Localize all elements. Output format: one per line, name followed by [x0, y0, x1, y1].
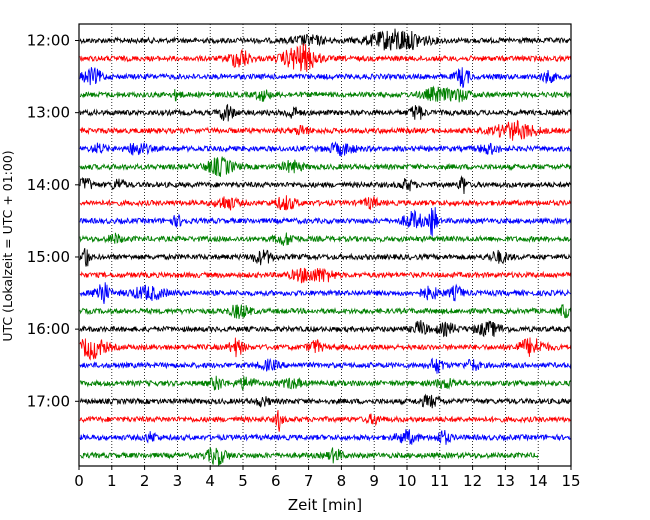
x-tick-label: 2: [140, 472, 150, 490]
trace-1500: [79, 247, 572, 267]
y-tick-label: 17:00: [27, 392, 70, 410]
trace-1700: [79, 393, 572, 409]
trace-1300: [79, 103, 572, 122]
x-tick-label: 12: [463, 472, 482, 490]
trace-1745: [79, 447, 539, 466]
x-tick-label: 15: [561, 472, 580, 490]
x-tick-label: 14: [529, 472, 548, 490]
plot-frame: [78, 23, 572, 467]
trace-1615: [79, 337, 572, 361]
x-tick-label: 1: [107, 472, 117, 490]
x-tick-label: 8: [337, 472, 347, 490]
trace-1730: [79, 428, 572, 445]
x-tick-label: 3: [173, 472, 183, 490]
x-tick-label: 0: [74, 472, 84, 490]
trace-1330: [79, 141, 571, 157]
y-tick-label: 14:00: [27, 176, 70, 194]
x-tick-label: 5: [238, 472, 248, 490]
trace-1515: [79, 267, 572, 284]
trace-1200: [79, 28, 571, 51]
trace-1630: [79, 357, 572, 374]
trace-1530: [79, 282, 572, 304]
x-axis-ticks: 0 1 2 3 4 5 6 7 8 9 10 11 12 13 14 15: [74, 466, 581, 490]
trace-1645: [79, 375, 572, 391]
y-axis-ticks: 12:00 13:00 14:00 15:00 16:00 17:00: [27, 32, 79, 410]
trace-1245: [79, 85, 572, 103]
trace-1415: [79, 195, 572, 211]
trace-1545: [79, 304, 572, 319]
x-tick-label: 4: [205, 472, 215, 490]
x-axis-label: Zeit [min]: [288, 496, 362, 514]
x-tick-label: 13: [496, 472, 515, 490]
trace-1600: [79, 320, 572, 338]
trace-1215: [79, 43, 572, 72]
trace-1230: [79, 67, 572, 88]
seismogram-traces: [79, 28, 572, 466]
x-tick-label: 11: [430, 472, 449, 490]
y-tick-label: 12:00: [27, 32, 70, 50]
trace-1400: [79, 175, 572, 195]
trace-1445: [79, 232, 572, 246]
x-tick-label: 6: [271, 472, 281, 490]
y-axis-label: UTC (Lokalzeit = UTC + 01:00): [0, 150, 15, 341]
y-tick-label: 13:00: [27, 104, 70, 122]
trace-1715: [79, 409, 572, 432]
x-tick-label: 10: [397, 472, 416, 490]
trace-1430: [79, 207, 572, 237]
trace-1345: [79, 156, 572, 177]
y-tick-label: 15:00: [27, 248, 70, 266]
trace-1315: [79, 119, 572, 141]
y-tick-label: 16:00: [27, 320, 70, 338]
x-tick-label: 7: [304, 472, 314, 490]
x-tick-label: 9: [369, 472, 379, 490]
